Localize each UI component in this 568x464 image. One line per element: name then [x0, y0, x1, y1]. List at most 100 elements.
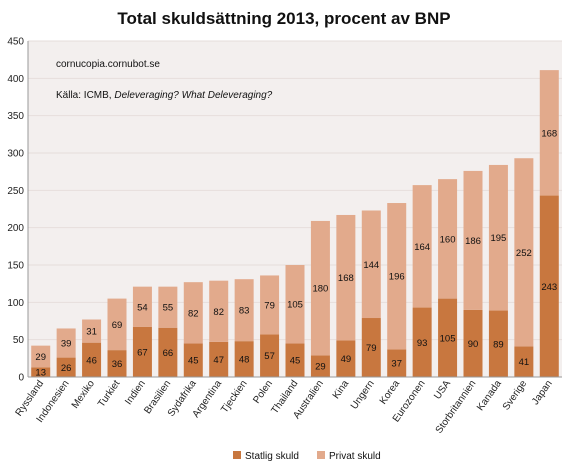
y-tick-label: 200 — [7, 223, 24, 234]
data-label-privat: 252 — [516, 248, 532, 259]
y-tick-label: 300 — [7, 149, 24, 160]
y-axis: 0 50 100 150 200 250 300 350 400 450 — [7, 37, 29, 384]
bar-Japan-statlig — [539, 195, 559, 377]
data-label-privat: 82 — [213, 307, 224, 318]
bar-Korea-statlig — [387, 349, 407, 377]
bar-Argentina-statlig — [209, 341, 229, 377]
bar-Brasilien-statlig — [158, 327, 178, 377]
bar-Kina-statlig — [336, 340, 356, 377]
data-label-privat: 54 — [137, 302, 148, 313]
bar-Korea-privat — [387, 203, 407, 350]
bar-Storbritannien-statlig — [463, 309, 483, 377]
data-label-privat: 144 — [363, 260, 379, 271]
bar-Brasilien-privat — [158, 286, 178, 328]
data-label-privat: 31 — [86, 327, 97, 338]
y-tick-label: 50 — [13, 335, 25, 346]
bar-Ungern-statlig — [361, 318, 381, 377]
bar-Polen-privat — [260, 275, 280, 335]
bar-Sydafrika-statlig — [183, 343, 203, 377]
data-label-privat: 180 — [312, 284, 328, 295]
source-title: Deleveraging? What Deleveraging? — [114, 90, 272, 101]
data-label-privat: 82 — [188, 308, 199, 319]
y-tick-label: 400 — [7, 74, 24, 85]
data-label-privat: 69 — [112, 320, 123, 331]
source-prefix: Källa: ICMB, — [56, 90, 114, 101]
data-label-statlig: 49 — [341, 354, 352, 365]
data-label-statlig: 105 — [440, 333, 456, 344]
data-label-statlig: 29 — [315, 362, 326, 373]
data-label-statlig: 57 — [264, 351, 275, 362]
legend-label: Privat skuld — [329, 451, 381, 462]
x-tick-label: Sverige — [501, 378, 530, 412]
chart-title: Total skuldsättning 2013, procent av BNP — [117, 9, 450, 28]
data-label-statlig: 37 — [391, 359, 402, 370]
y-tick-label: 100 — [7, 298, 24, 309]
data-label-statlig: 46 — [86, 355, 97, 366]
bar-Turkiet-privat — [107, 298, 127, 351]
y-tick-label: 350 — [7, 111, 24, 122]
bar-Sverige-privat — [514, 158, 534, 347]
bar-Ungern-privat — [361, 210, 381, 319]
data-label-privat: 105 — [287, 300, 303, 311]
x-tick-label: Kina — [331, 378, 352, 401]
bar-Sverige-statlig — [514, 346, 534, 377]
bar-Polen-statlig — [260, 334, 280, 377]
data-label-statlig: 36 — [112, 359, 123, 370]
bar-Storbritannien-privat — [463, 170, 483, 310]
bar-Kina-privat — [336, 214, 356, 341]
x-tick-label: Mexiko — [70, 378, 97, 411]
bar-USA-statlig — [438, 298, 458, 377]
data-label-statlig: 243 — [541, 282, 557, 293]
data-label-statlig: 45 — [290, 356, 301, 367]
data-label-statlig: 45 — [188, 356, 199, 367]
x-tick-label: Tjeckien — [219, 378, 249, 415]
data-label-statlig: 67 — [137, 347, 148, 358]
data-label-statlig: 26 — [61, 363, 72, 374]
bar-Tjeckien-privat — [234, 279, 254, 342]
bar-Mexiko-statlig — [82, 342, 102, 377]
bar-Indonesien-privat — [56, 328, 76, 358]
bar-Australien-privat — [310, 220, 330, 356]
data-label-privat: 168 — [541, 128, 557, 139]
bars: 13 29 26 39 46 31 36 69 67 54 66 55 45 82 47 82 48 83 57 79… — [31, 70, 559, 379]
legend-swatch — [317, 451, 325, 459]
legend: Statlig skuld Privat skuld — [233, 451, 381, 462]
bar-Kanada-privat — [488, 164, 508, 311]
x-tick-label: Kanada — [475, 378, 504, 413]
bar-Tjeckien-statlig — [234, 341, 254, 377]
data-label-privat: 186 — [465, 236, 481, 247]
data-label-privat: 195 — [490, 233, 506, 244]
bar-Turkiet-statlig — [107, 350, 127, 377]
y-tick-label: 0 — [18, 373, 24, 384]
data-label-statlig: 89 — [493, 339, 504, 350]
bar-Ryssland-statlig — [31, 367, 51, 377]
data-label-statlig: 93 — [417, 338, 428, 349]
bar-Indien-privat — [132, 286, 152, 327]
x-tick-label: Polen — [251, 378, 275, 405]
bar-Japan-privat — [539, 70, 559, 196]
x-tick-label: Indien — [123, 378, 148, 407]
data-label-privat: 83 — [239, 306, 250, 317]
bar-Eurozonen-privat — [412, 185, 432, 308]
data-label-privat: 164 — [414, 242, 430, 253]
data-label-privat: 160 — [440, 234, 456, 245]
bar-Eurozonen-statlig — [412, 307, 432, 377]
x-tick-label: Turkiet — [96, 378, 122, 409]
data-label-privat: 39 — [61, 339, 72, 350]
data-label-statlig: 90 — [468, 339, 479, 350]
bar-USA-privat — [438, 179, 458, 299]
bar-Australien-statlig — [310, 355, 330, 377]
data-label-privat: 29 — [35, 352, 46, 363]
data-label-statlig: 79 — [366, 343, 377, 354]
bar-Ryssland-privat — [31, 345, 51, 368]
bar-Indonesien-statlig — [56, 357, 76, 377]
bar-Mexiko-privat — [82, 319, 102, 343]
data-label-statlig: 47 — [213, 355, 224, 366]
bar-Indien-statlig — [132, 326, 152, 377]
bar-Sydafrika-privat — [183, 282, 203, 344]
data-label-statlig: 48 — [239, 355, 250, 366]
bar-Thailand-statlig — [285, 343, 305, 377]
data-label-privat: 55 — [163, 303, 174, 314]
